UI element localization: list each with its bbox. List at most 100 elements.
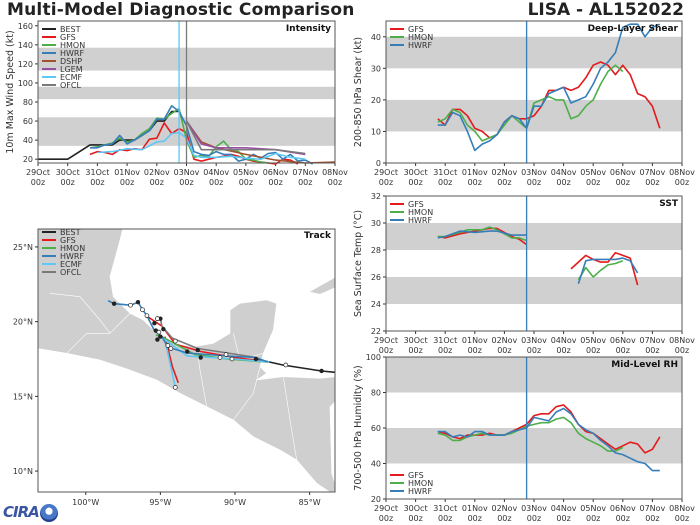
rh-band: [386, 428, 682, 464]
intensity-ytick-label: 160: [18, 22, 33, 31]
sst-series-hmon: [577, 260, 624, 281]
track-marker-filled: [155, 337, 160, 342]
rh-plot-frame: [385, 356, 683, 500]
rh-ytick-label: 100: [366, 353, 381, 362]
intensity-xtick-label: 00z: [298, 178, 312, 187]
cira-logo-text: CIRA: [3, 503, 40, 521]
intensity-xtick-label: 00z: [209, 178, 223, 187]
track-marker-filled: [158, 334, 163, 339]
rh-xtick-label: 01Nov: [462, 504, 488, 513]
shear-xtick-label: 00z: [645, 178, 659, 187]
intensity-legend-label: HMON: [60, 41, 85, 50]
track-gfs: [147, 316, 268, 363]
rh-xtick-label: 07Nov: [640, 504, 666, 513]
shear-xtick-label: 00z: [527, 178, 541, 187]
sst-xtick-label: 30Oct: [404, 336, 428, 345]
intensity-xtick-label: 02Nov: [144, 168, 170, 177]
track-map: [35, 228, 336, 495]
sst-ytick-label: 30: [371, 219, 381, 228]
shear-band: [386, 36, 682, 69]
sst-legend-label: GFS: [408, 200, 424, 209]
sst-series-hwrf: [437, 230, 527, 239]
intensity-plot-frame: [37, 20, 336, 164]
shear-xtick-label: 00z: [675, 178, 689, 187]
intensity-xtick-label: 00z: [179, 178, 193, 187]
rh-xtick-label: 00z: [675, 514, 689, 523]
sst-xtick-label: 01Nov: [462, 336, 488, 345]
land-cuba: [310, 277, 335, 294]
shear-xtick-label: 02Nov: [492, 168, 518, 177]
shear-ytick-label: 10: [371, 127, 381, 136]
map-layer: [38, 229, 335, 492]
intensity-xtick-label: 00z: [120, 178, 134, 187]
sst-series-gfs: [570, 251, 639, 286]
rh-series-hwrf: [437, 407, 660, 472]
rh-xtick-label: 00z: [527, 514, 541, 523]
shear-panel-title: Deep-Layer Shear: [588, 24, 679, 34]
shear-xtick-label: 00z: [616, 178, 630, 187]
rh-chart: [383, 356, 683, 502]
intensity-panel-title: Intensity: [286, 24, 331, 34]
intensity-xtick-label: 29Oct: [26, 168, 50, 177]
shear-xtick-label: 03Nov: [521, 168, 547, 177]
shear-xtick-label: 08Nov: [669, 168, 695, 177]
track-ecmf: [163, 337, 270, 388]
track-ofcl: [159, 318, 257, 359]
intensity-xtick-label: 05Nov: [233, 168, 259, 177]
track-legend-label: ECMF: [60, 260, 83, 269]
track-best: [255, 358, 335, 374]
sst-xtick-label: 05Nov: [580, 336, 606, 345]
sst-ytick-label: 32: [371, 192, 381, 201]
intensity-series-ecmf: [97, 131, 306, 160]
sst-xtick-label: 03Nov: [521, 336, 547, 345]
page-title: Multi-Model Diagnostic Comparison: [7, 0, 355, 20]
shear-xtick-label: 31Oct: [433, 168, 457, 177]
intensity-ytick-label: 120: [18, 60, 33, 69]
track-legend-label: HMON: [60, 244, 85, 253]
rh-xtick-label: 00z: [556, 514, 570, 523]
globe-icon: [39, 503, 58, 522]
intensity-xtick-label: 00z: [61, 178, 75, 187]
intensity-xtick-label: 00z: [328, 178, 342, 187]
intensity-xtick-label: 00z: [150, 178, 164, 187]
intensity-ytick-label: 20: [23, 155, 33, 164]
rh-xtick-label: 03Nov: [521, 504, 547, 513]
rh-xtick-label: 02Nov: [492, 504, 518, 513]
lat-tick-label: 10°N: [13, 467, 33, 476]
rh-legend-label: HWRF: [408, 487, 432, 496]
rh-xtick-label: 08Nov: [669, 504, 695, 513]
intensity-xtick-label: 08Nov: [322, 168, 348, 177]
rh-xtick-label: 00z: [645, 514, 659, 523]
rh-ytick-label: 20: [371, 495, 381, 504]
sst-xtick-label: 00z: [438, 346, 452, 355]
sst-xtick-label: 02Nov: [492, 336, 518, 345]
rh-band: [386, 357, 682, 393]
intensity-xtick-label: 00z: [268, 178, 282, 187]
shear-ylabel: 200-850 hPa Shear (kt): [353, 37, 364, 147]
rh-xtick-label: 00z: [379, 514, 393, 523]
sst-xtick-label: 00z: [645, 346, 659, 355]
lat-tick-label: 20°N: [13, 318, 33, 327]
intensity-ytick-label: 100: [18, 79, 33, 88]
map-border: [49, 293, 111, 334]
track-marker-open: [144, 313, 150, 319]
shear-legend-label: HWRF: [408, 41, 432, 50]
sst-xtick-label: 00z: [468, 346, 482, 355]
shear-xtick-label: 07Nov: [640, 168, 666, 177]
track-marker-open: [168, 346, 174, 351]
rh-xtick-label: 06Nov: [610, 504, 636, 513]
rh-xtick-label: 00z: [616, 514, 630, 523]
track-marker-filled: [135, 300, 141, 305]
track-marker-filled: [111, 301, 117, 306]
lat-tick-label: 15°N: [13, 392, 33, 401]
sst-xtick-label: 31Oct: [433, 336, 457, 345]
rh-xtick-label: 00z: [468, 514, 482, 523]
rh-panel-title: Mid-Level RH: [611, 360, 678, 370]
shear-xtick-label: 00z: [586, 178, 600, 187]
intensity-xtick-label: 00z: [31, 178, 45, 187]
sst-panel-title: SST: [659, 199, 679, 209]
intensity-xtick-label: 06Nov: [263, 168, 289, 177]
rh-xtick-label: 31Oct: [433, 504, 457, 513]
rh-xtick-label: 29Oct: [374, 504, 398, 513]
